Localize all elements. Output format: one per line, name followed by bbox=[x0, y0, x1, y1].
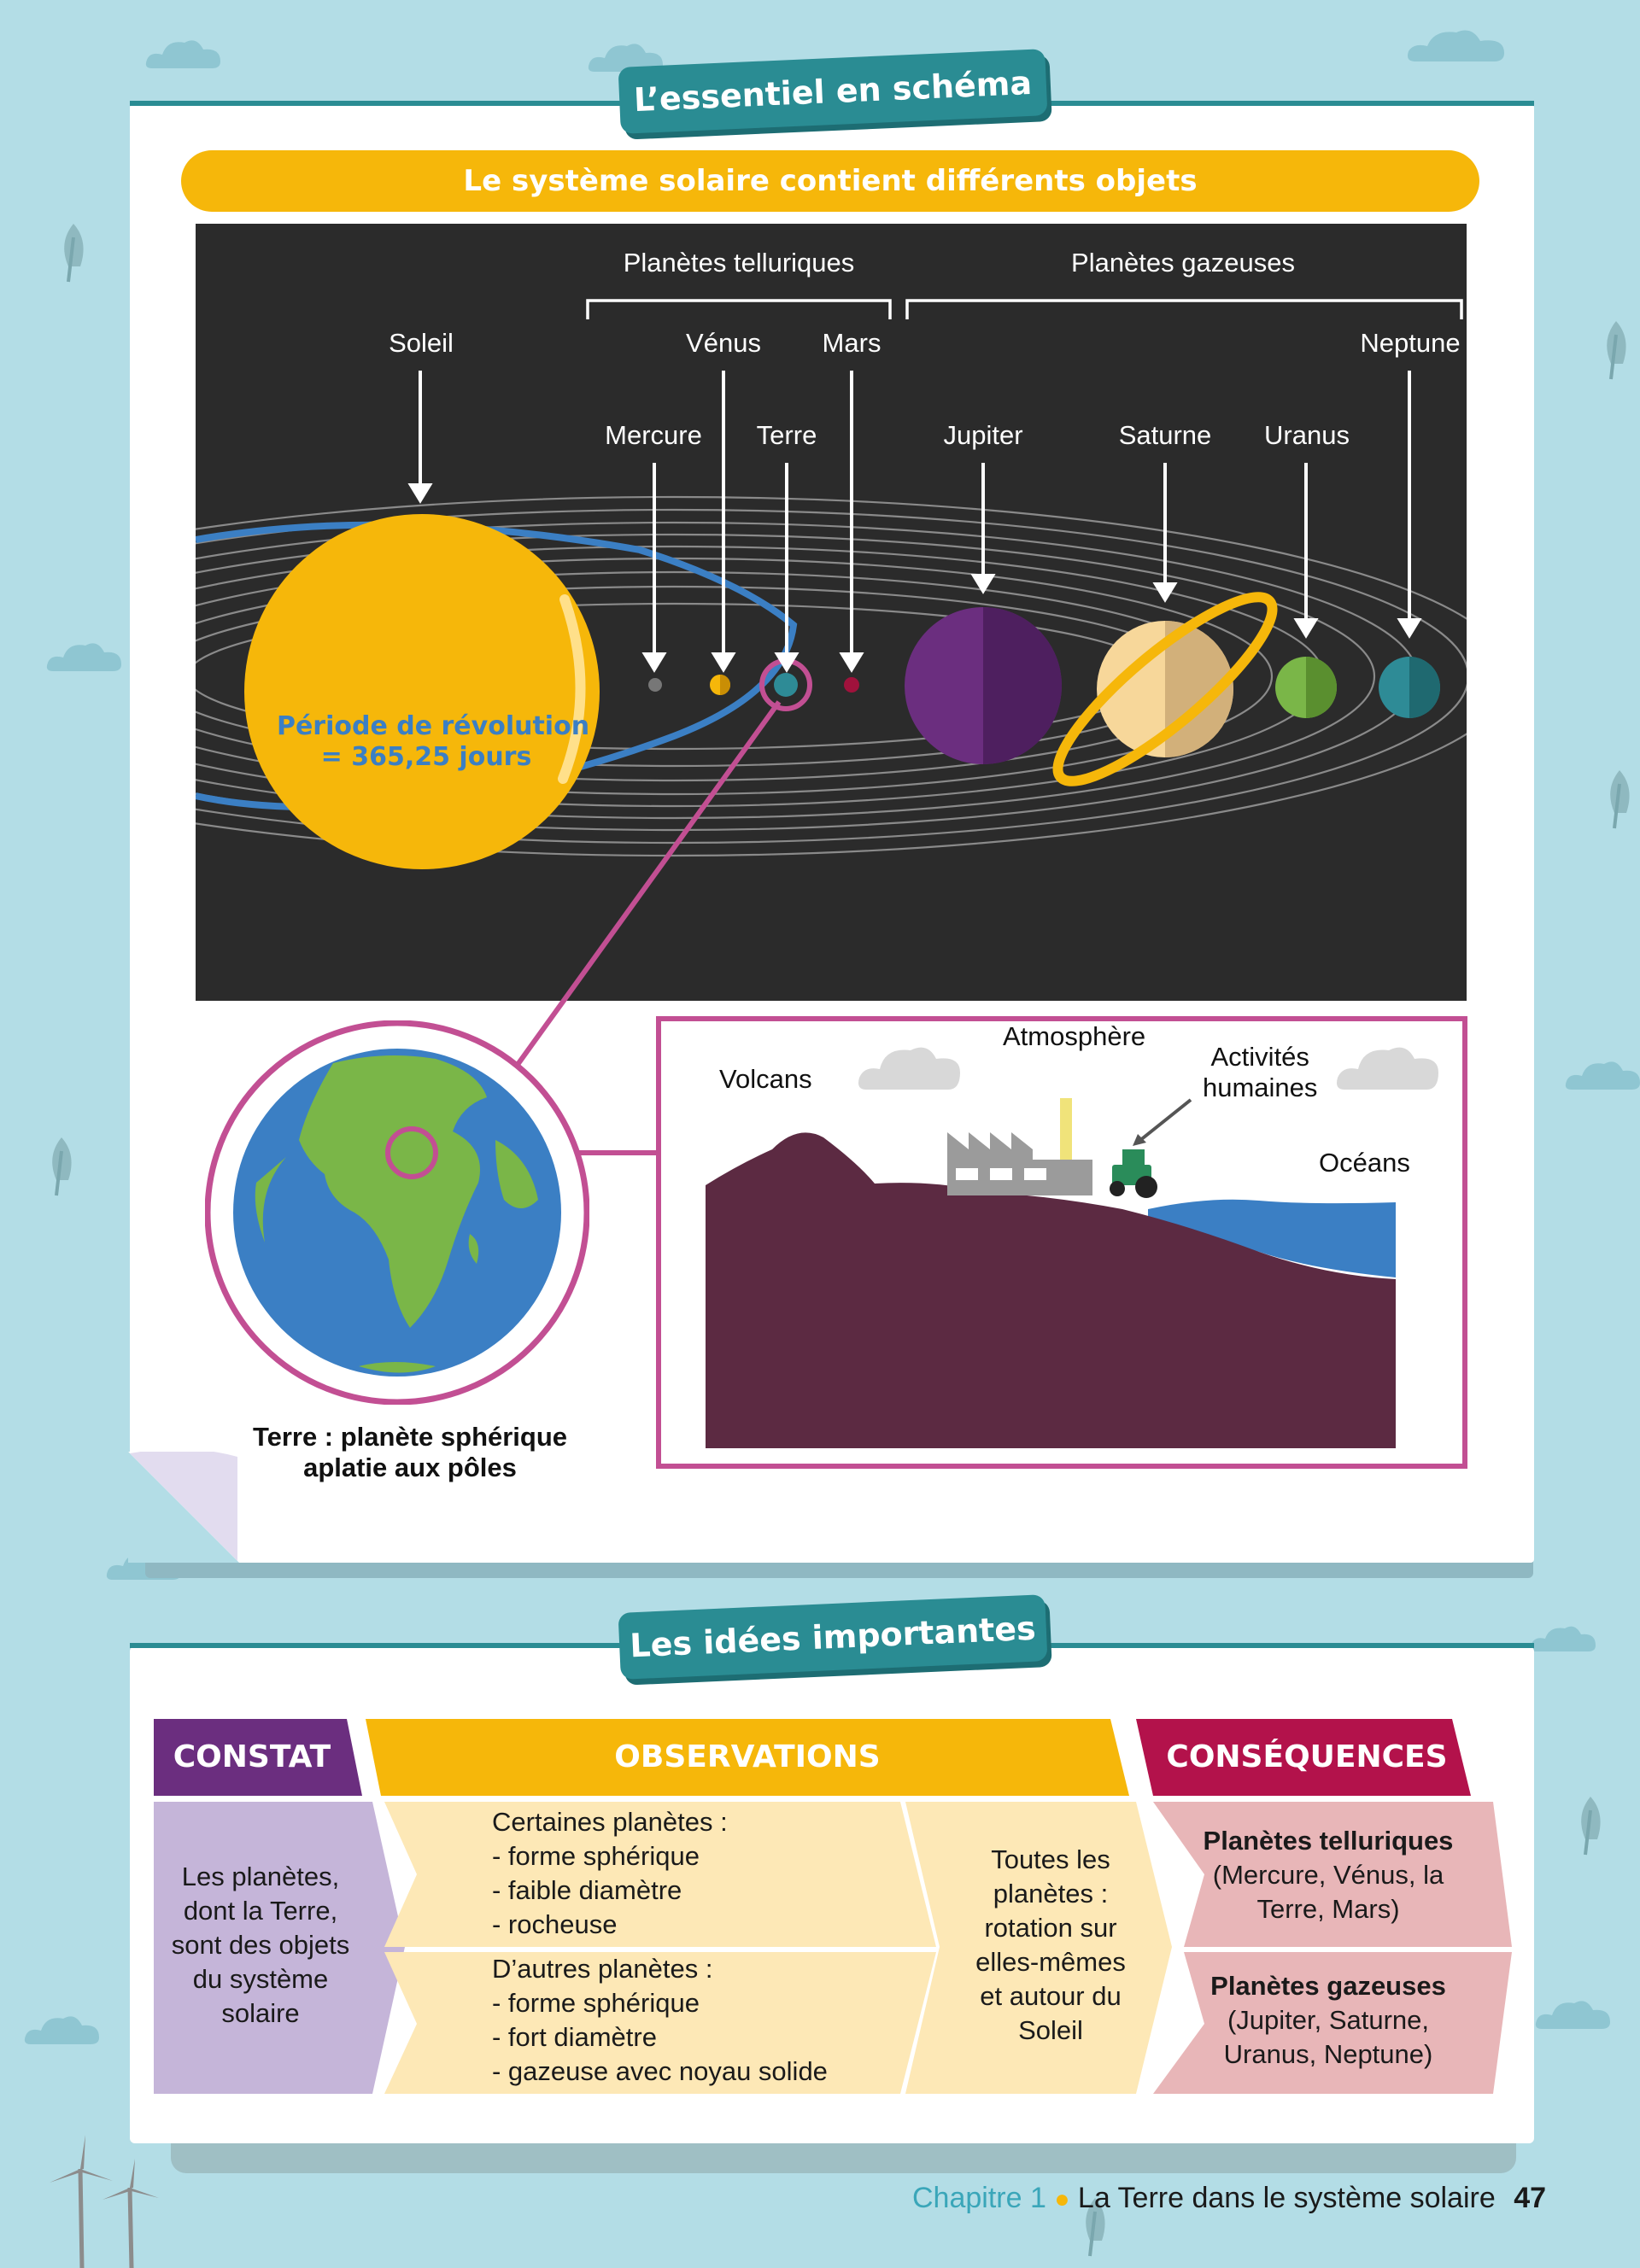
cloud-decoration bbox=[1405, 26, 1508, 63]
observation-line: - gazeuse avec noyau solide bbox=[492, 2056, 828, 2086]
observations-all-planets: Toutes les planètes : rotation sur elles-mê… bbox=[948, 1843, 1153, 2048]
tree-decoration bbox=[1086, 2198, 1105, 2257]
mars-body bbox=[844, 677, 859, 693]
sun-body bbox=[244, 514, 600, 869]
constat-text: Les planètes, dont la Terre, sont des obje… bbox=[154, 1860, 367, 2031]
tree-decoration bbox=[1610, 770, 1630, 829]
volcanoes-label: Volcans bbox=[719, 1064, 812, 1094]
oceans-label: Océans bbox=[1319, 1148, 1410, 1178]
tree-decoration bbox=[52, 1137, 72, 1196]
cloud-decoration bbox=[22, 2012, 101, 2046]
footer-chapter: Chapitre 1 bbox=[912, 2182, 1046, 2214]
header-consequences: CONSÉQUENCES bbox=[1166, 1739, 1448, 1774]
footer: Chapitre 1 ● La Terre dans le système so… bbox=[912, 2182, 1546, 2215]
consequence-line: Terre, Mars) bbox=[1256, 1894, 1400, 1924]
observation-line: - faible diamètre bbox=[492, 1875, 682, 1905]
consequence-line: (Mercure, Vénus, la bbox=[1212, 1860, 1444, 1890]
wind-turbine-icon bbox=[50, 2135, 159, 2268]
mars-label: Mars bbox=[822, 328, 882, 358]
consequence-telluric-title: Planètes telluriques bbox=[1203, 1826, 1454, 1856]
observation-line: - rocheuse bbox=[492, 1909, 618, 1939]
solar-system-diagram: Période de révolution = 365,25 jours bbox=[196, 224, 1467, 1001]
consequence-line: Uranus, Neptune) bbox=[1223, 2039, 1433, 2069]
observations-other-planets: D’autres planètes : - forme sphérique - fo… bbox=[492, 1952, 893, 2089]
consequence-gaseous-title: Planètes gazeuses bbox=[1210, 1971, 1446, 2001]
earth-globe bbox=[205, 1020, 589, 1405]
constat-line: solaire bbox=[221, 1998, 300, 2028]
earth-caption-line-1: Terre : planète sphérique bbox=[252, 1422, 568, 1452]
constat-line: dont la Terre, bbox=[183, 1896, 338, 1926]
header-observations: OBSERVATIONS bbox=[614, 1739, 881, 1774]
sun-label: Soleil bbox=[389, 328, 454, 358]
cloud-decoration bbox=[586, 39, 665, 73]
constat-line: Les planètes, bbox=[181, 1862, 340, 1891]
earth-caption-line-2: aplatie aux pôles bbox=[303, 1453, 517, 1482]
revolution-text-1: Période de révolution bbox=[277, 711, 589, 741]
consequence-gaseous: Planètes gazeuses (Jupiter, Saturne, Uran… bbox=[1179, 1969, 1478, 2072]
mercury-body bbox=[648, 678, 662, 692]
earth-surface-panel: Atmosphère Volcans Activités humaines Oc… bbox=[656, 1016, 1467, 1469]
venus-label: Vénus bbox=[686, 328, 761, 358]
human-activities-line-1: Activités bbox=[1210, 1042, 1309, 1072]
atmosphere-label: Atmosphère bbox=[1003, 1021, 1146, 1051]
earth-caption: Terre : planète sphérique aplatie aux pô… bbox=[205, 1422, 615, 1483]
earth-body bbox=[774, 673, 798, 697]
observation-line: - forme sphérique bbox=[492, 1841, 700, 1871]
consequence-gaseous-list: (Jupiter, Saturne, Uranus, Neptune) bbox=[1179, 2003, 1478, 2072]
neptune-label: Neptune bbox=[1360, 328, 1461, 358]
earth-surface-drawing bbox=[706, 1047, 1438, 1448]
page-number: 47 bbox=[1514, 2182, 1547, 2214]
cloud-decoration bbox=[144, 36, 222, 70]
footer-title: La Terre dans le système solaire bbox=[1077, 2182, 1496, 2214]
consequence-telluric-list: (Mercure, Vénus, la Terre, Mars) bbox=[1179, 1858, 1478, 1926]
tree-decoration bbox=[64, 224, 84, 283]
observation-line: Certaines planètes : bbox=[492, 1807, 728, 1837]
group-telluric-label: Planètes telluriques bbox=[623, 248, 855, 278]
observation-line: D’autres planètes : bbox=[492, 1954, 713, 1984]
earth-label: Terre bbox=[756, 420, 817, 450]
revolution-text-2: = 365,25 jours bbox=[321, 742, 532, 772]
group-gaseous-label: Planètes gazeuses bbox=[1071, 248, 1295, 278]
cloud-decoration bbox=[1529, 1622, 1597, 1653]
constat-line: sont des objets bbox=[171, 1930, 350, 1960]
observation-line: Toutes les bbox=[991, 1844, 1110, 1874]
cloud-decoration bbox=[44, 639, 123, 673]
cloud-decoration bbox=[1563, 1057, 1640, 1091]
observations-certain-planets: Certaines planètes : - forme sphérique - f… bbox=[492, 1805, 893, 1942]
saturn-label: Saturne bbox=[1118, 420, 1212, 450]
header-constat: CONSTAT bbox=[173, 1739, 331, 1774]
cloud-decoration bbox=[1533, 1996, 1612, 2031]
observation-line: et autour du bbox=[980, 1981, 1122, 2011]
human-activities-line-2: humaines bbox=[1203, 1073, 1318, 1102]
tree-decoration bbox=[1607, 321, 1626, 380]
observation-line: Soleil bbox=[1018, 2015, 1083, 2045]
consequence-line: (Jupiter, Saturne, bbox=[1227, 2005, 1430, 2035]
observation-line: rotation sur bbox=[984, 1913, 1117, 1943]
human-activities-label: Activités humaines bbox=[1203, 1042, 1317, 1103]
uranus-label: Uranus bbox=[1264, 420, 1350, 450]
schema-banner: Le système solaire contient différents o… bbox=[181, 150, 1479, 212]
consequence-telluric: Planètes telluriques (Mercure, Vénus, la… bbox=[1179, 1824, 1478, 1926]
observation-line: elles-mêmes bbox=[975, 1947, 1126, 1977]
observation-line: - forme sphérique bbox=[492, 1988, 700, 2018]
constat-line: du système bbox=[192, 1964, 329, 1994]
bullet-dot-icon: ● bbox=[1054, 2185, 1070, 2213]
observation-line: planètes : bbox=[993, 1879, 1109, 1909]
observation-line: - fort diamètre bbox=[492, 2022, 657, 2052]
jupiter-label: Jupiter bbox=[943, 420, 1023, 450]
mercury-label: Mercure bbox=[605, 420, 702, 450]
tree-decoration bbox=[1581, 1797, 1601, 1856]
page-curl bbox=[128, 1452, 239, 1563]
